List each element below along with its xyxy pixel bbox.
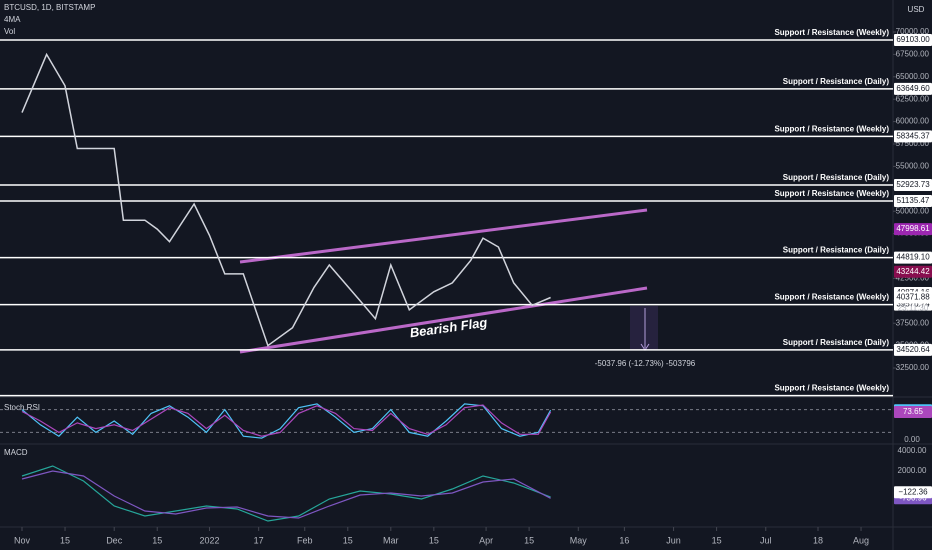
x-tick-label: Jul bbox=[760, 535, 772, 545]
measure-box bbox=[630, 306, 658, 350]
line-series bbox=[21, 52, 551, 347]
price-label-box bbox=[894, 82, 932, 95]
y-tick-label: 60000.00 bbox=[896, 117, 930, 126]
y-tick-label: 67500.00 bbox=[896, 50, 930, 59]
price-label: 69103.00 bbox=[896, 35, 930, 44]
indicator-label: 4MA bbox=[4, 15, 21, 24]
price-label: 43244.42 bbox=[896, 267, 930, 276]
level-label: Support / Resistance (Weekly) bbox=[774, 28, 889, 37]
x-tick-label: Jun bbox=[666, 535, 681, 545]
x-tick-label: Aug bbox=[853, 535, 869, 545]
price-label: 44819.10 bbox=[896, 253, 930, 262]
y-tick-label: 65000.00 bbox=[896, 72, 930, 81]
line-series bbox=[21, 470, 551, 519]
x-tick-label: 15 bbox=[60, 535, 70, 545]
x-tick-label: May bbox=[570, 535, 588, 545]
channel-line bbox=[239, 286, 648, 354]
price-label-box bbox=[894, 195, 932, 208]
price-label: −122.36 bbox=[898, 487, 928, 496]
x-tick-label: 15 bbox=[712, 535, 722, 545]
price-label-box bbox=[894, 343, 932, 356]
y-tick-label: 50000.00 bbox=[896, 206, 930, 215]
y-tick-label: 32500.00 bbox=[896, 363, 930, 372]
indicator-label: Vol bbox=[4, 27, 15, 36]
x-tick-label: 17 bbox=[254, 535, 264, 545]
y-tick-label: 62500.00 bbox=[896, 94, 930, 103]
x-tick-label: Nov bbox=[14, 535, 31, 545]
price-label: 63649.60 bbox=[896, 84, 930, 93]
x-tick-label: 15 bbox=[152, 535, 162, 545]
x-tick-label: 18 bbox=[813, 535, 823, 545]
price-label: 39576.74 bbox=[896, 300, 930, 309]
channel-line bbox=[239, 208, 648, 264]
y-tick-label: 55000.00 bbox=[896, 162, 930, 171]
x-tick-label: Dec bbox=[106, 535, 123, 545]
countdown: 23:11:30 bbox=[898, 304, 929, 313]
price-label-box bbox=[894, 130, 932, 143]
x-tick-label: 15 bbox=[524, 535, 534, 545]
pane-title: MACD bbox=[4, 448, 28, 457]
level-label: Support / Resistance (Daily) bbox=[783, 173, 890, 182]
x-tick-label: 2022 bbox=[199, 535, 219, 545]
price-label-box bbox=[894, 34, 932, 47]
x-tick-label: Apr bbox=[479, 535, 493, 545]
price-label: 40371.88 bbox=[896, 293, 930, 302]
price-label: 73.65 bbox=[903, 407, 924, 416]
price-label-box bbox=[894, 486, 932, 499]
x-tick-label: Mar bbox=[383, 535, 399, 545]
price-label: 58345.37 bbox=[896, 132, 930, 141]
y-tick-label: 37500.00 bbox=[896, 318, 930, 327]
price-label-box bbox=[894, 406, 932, 419]
price-label-box bbox=[894, 265, 932, 278]
y-tick-label: 4000.00 bbox=[898, 446, 927, 455]
level-label: Support / Resistance (Weekly) bbox=[774, 125, 889, 134]
level-label: Support / Resistance (Weekly) bbox=[774, 293, 889, 302]
price-label: 47998.61 bbox=[896, 224, 930, 233]
pane-title: Stoch RSI bbox=[4, 403, 40, 412]
level-label: Support / Resistance (Daily) bbox=[783, 338, 890, 347]
price-label: 52923.73 bbox=[896, 180, 930, 189]
y-tick-label: 42500.00 bbox=[896, 274, 930, 283]
x-tick-label: 15 bbox=[429, 535, 439, 545]
line-series bbox=[21, 404, 552, 437]
measure-label: -5037.96 (-12.73%) -503796 bbox=[595, 359, 696, 368]
line-series bbox=[21, 465, 551, 522]
price-label: 34520.64 bbox=[896, 345, 930, 354]
x-tick-label: 16 bbox=[619, 535, 629, 545]
line-series bbox=[21, 403, 552, 439]
price-label-box bbox=[894, 223, 932, 236]
currency: USD bbox=[908, 5, 925, 14]
y-tick-label: 2000.00 bbox=[898, 466, 927, 475]
price-label-box bbox=[894, 251, 932, 264]
y-tick-label: 70000.00 bbox=[896, 27, 930, 36]
level-label: Support / Resistance (Daily) bbox=[783, 77, 890, 86]
level-label: Support / Resistance (Daily) bbox=[783, 246, 890, 255]
price-label-box bbox=[894, 291, 932, 304]
x-tick-label: Feb bbox=[297, 535, 313, 545]
y-tick-label: 57500.00 bbox=[896, 139, 930, 148]
level-label: Support / Resistance (Weekly) bbox=[774, 384, 889, 393]
y-tick-label: 0.00 bbox=[904, 435, 920, 444]
price-label-box bbox=[894, 179, 932, 192]
level-label: Support / Resistance (Weekly) bbox=[774, 189, 889, 198]
x-tick-label: 15 bbox=[343, 535, 353, 545]
chart-title: BTCUSD, 1D, BITSTAMP bbox=[4, 3, 95, 12]
price-label: 51135.47 bbox=[897, 196, 930, 205]
